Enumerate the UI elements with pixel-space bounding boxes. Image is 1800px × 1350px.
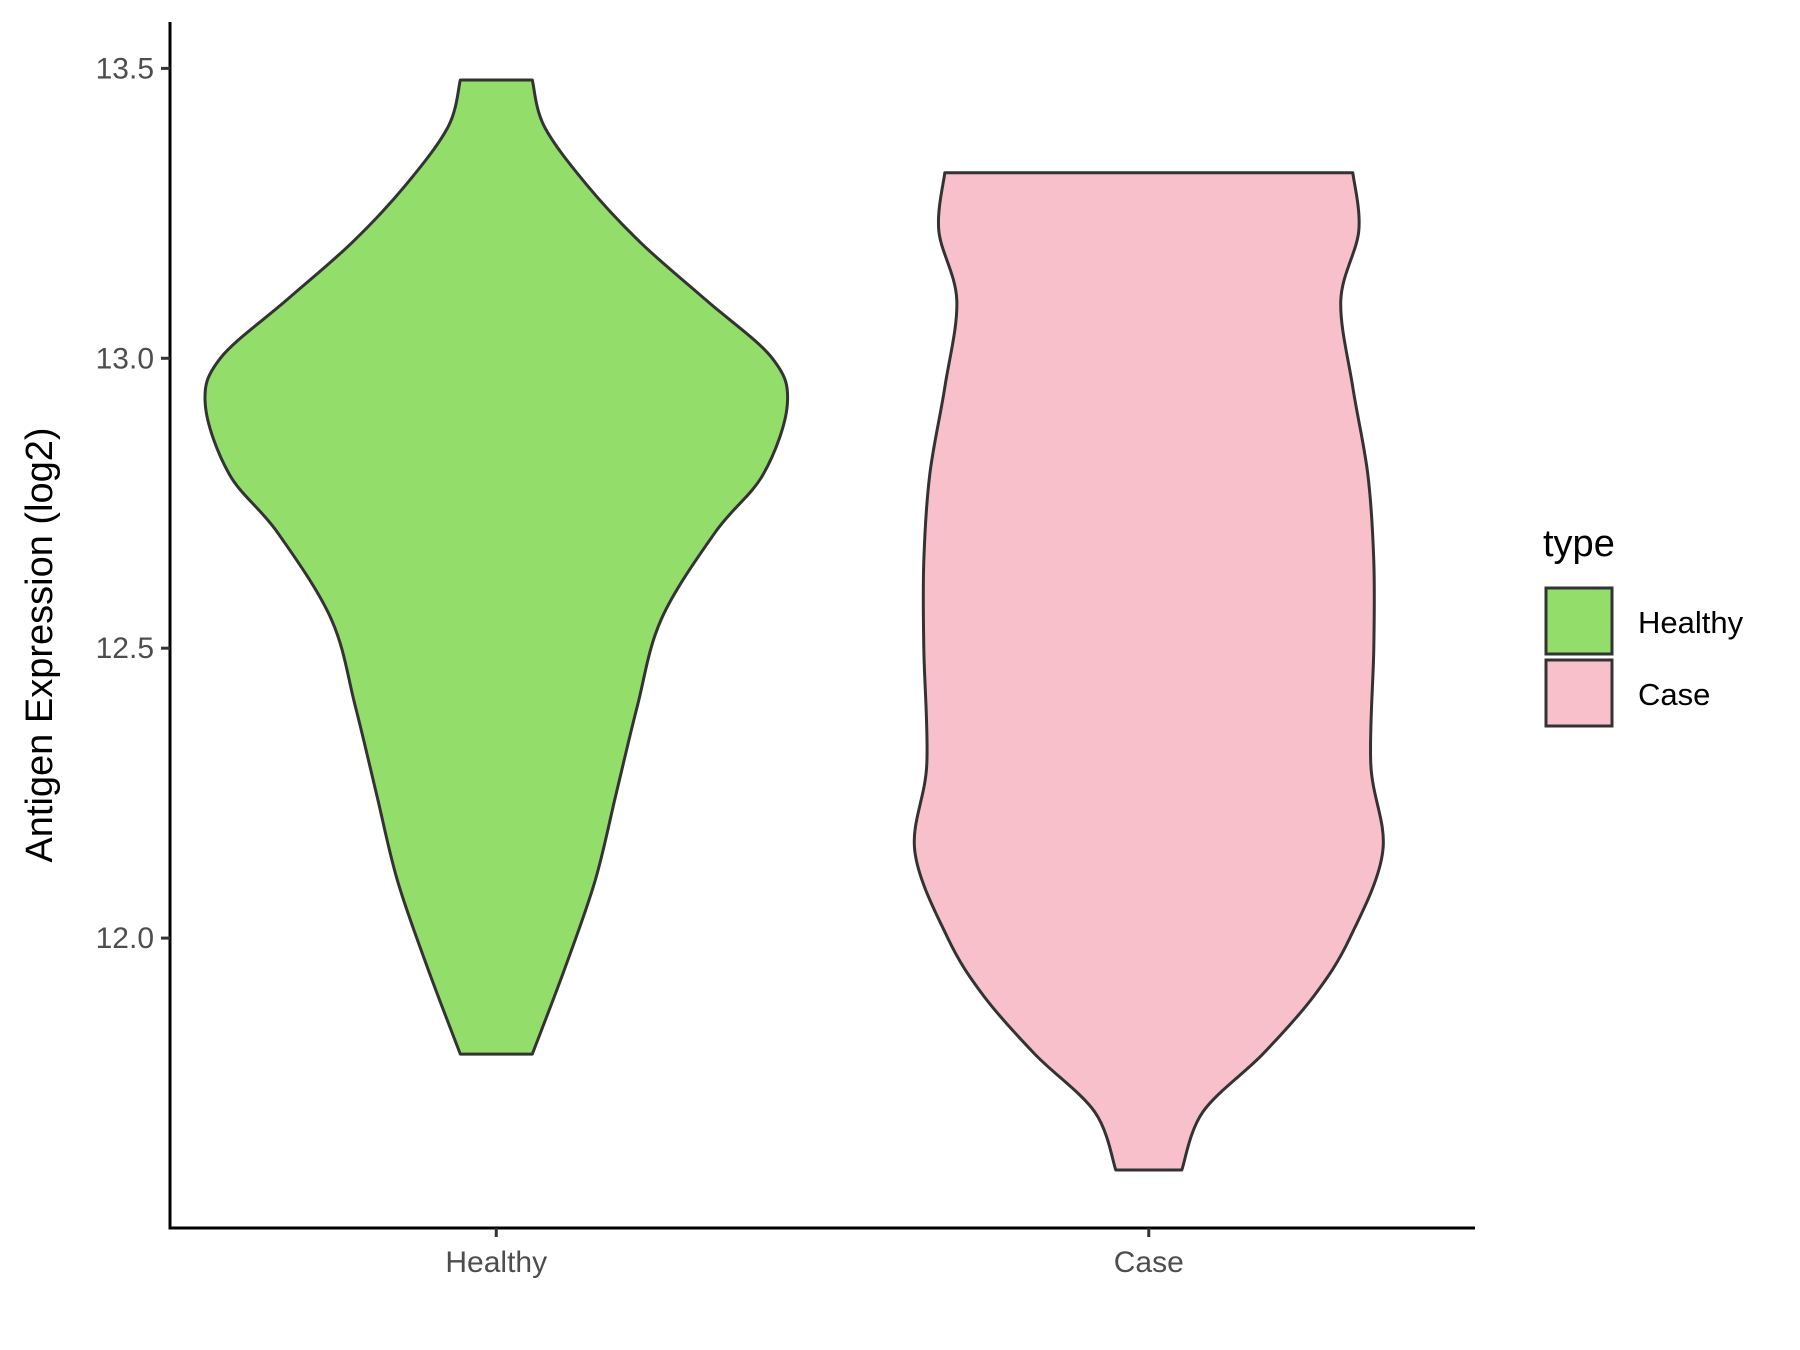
- legend-key-case: [1544, 658, 1614, 728]
- legend-title: type: [1543, 523, 1615, 565]
- y-tick-label: 12.5: [96, 632, 154, 665]
- x-tick-label-case: Case: [1114, 1246, 1184, 1279]
- y-axis-title: Antigen Expression (log2): [19, 427, 61, 862]
- x-tick-label-healthy: Healthy: [445, 1246, 547, 1279]
- legend-label-case: Case: [1638, 677, 1710, 712]
- y-tick-label: 12.0: [96, 922, 154, 955]
- legend: type Healthy Case: [1543, 523, 1744, 728]
- y-tick-label: 13.0: [96, 342, 154, 375]
- violin-case: [912, 171, 1385, 1172]
- legend-label-healthy: Healthy: [1638, 605, 1744, 640]
- axes: 12.0 12.5 13.0 13.5 Healthy Case Antigen Exp…: [19, 22, 1475, 1279]
- x-ticks: Healthy Case: [445, 1228, 1184, 1279]
- violin-healthy: [203, 78, 790, 1056]
- legend-key-healthy: [1544, 586, 1614, 656]
- violin-layer: [203, 78, 1385, 1172]
- legend-items: Healthy Case: [1544, 586, 1744, 728]
- y-tick-label: 13.5: [96, 52, 154, 85]
- y-ticks: 12.0 12.5 13.0 13.5: [96, 52, 170, 955]
